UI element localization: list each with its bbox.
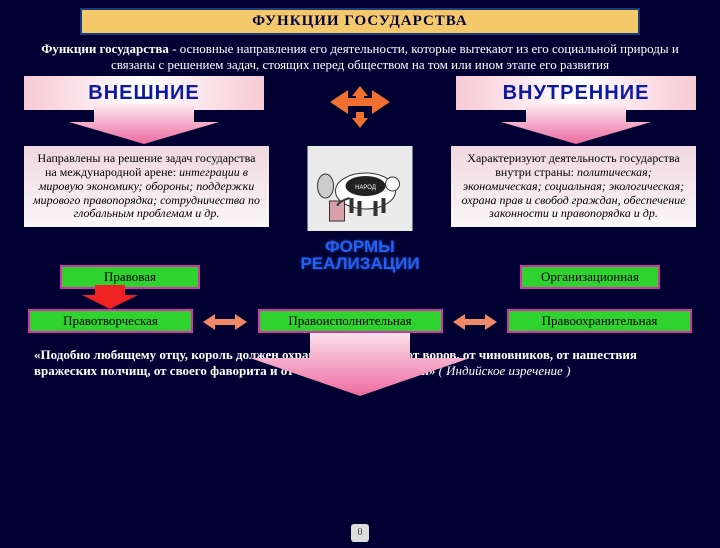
forms-row-2: Правотворческая Правоисполнительная Прав… [0,289,720,333]
down-arrow-icon [64,104,224,144]
external-description: Направлены на решение задач государства … [24,146,269,227]
organizational-box: Организационная [520,265,660,289]
center-illustration: НАРОД [308,146,413,231]
page-title: ФУНКЦИИ ГОСУДАРСТВА [80,8,640,35]
bi-arrow-icon [203,311,247,333]
internal-description: Характеризуют деятельность государства в… [451,146,696,227]
intro-text: Функции государства - основные направлен… [0,41,720,76]
bi-arrow-icon [453,311,497,333]
category-row: ВНЕШНИЕ ВНУТРЕННИЕ [0,76,720,146]
forms-row-1: Правовая Организационная [0,227,720,289]
big-down-arrow-icon [240,328,480,398]
page-number: 0 [351,524,369,542]
down-arrow-icon [496,104,656,144]
intro-rest: - основные направления его деятельности,… [111,41,679,72]
internal-wrap: ВНУТРЕННИЕ [456,76,696,110]
legal-wrap: Правовая [60,265,200,289]
law-executive-box: Правоисполнительная [258,309,443,333]
law-enforcement-box: Правоохранительная [507,309,692,333]
img-caption: НАРОД [355,185,376,191]
intro-bold: Функции государства [41,41,169,56]
external-wrap: ВНЕШНИЕ [24,76,264,110]
description-row: Направлены на решение задач государства … [0,146,720,227]
lawmaking-box: Правотворческая [28,309,193,333]
bidirectional-arrows-icon [300,80,420,130]
